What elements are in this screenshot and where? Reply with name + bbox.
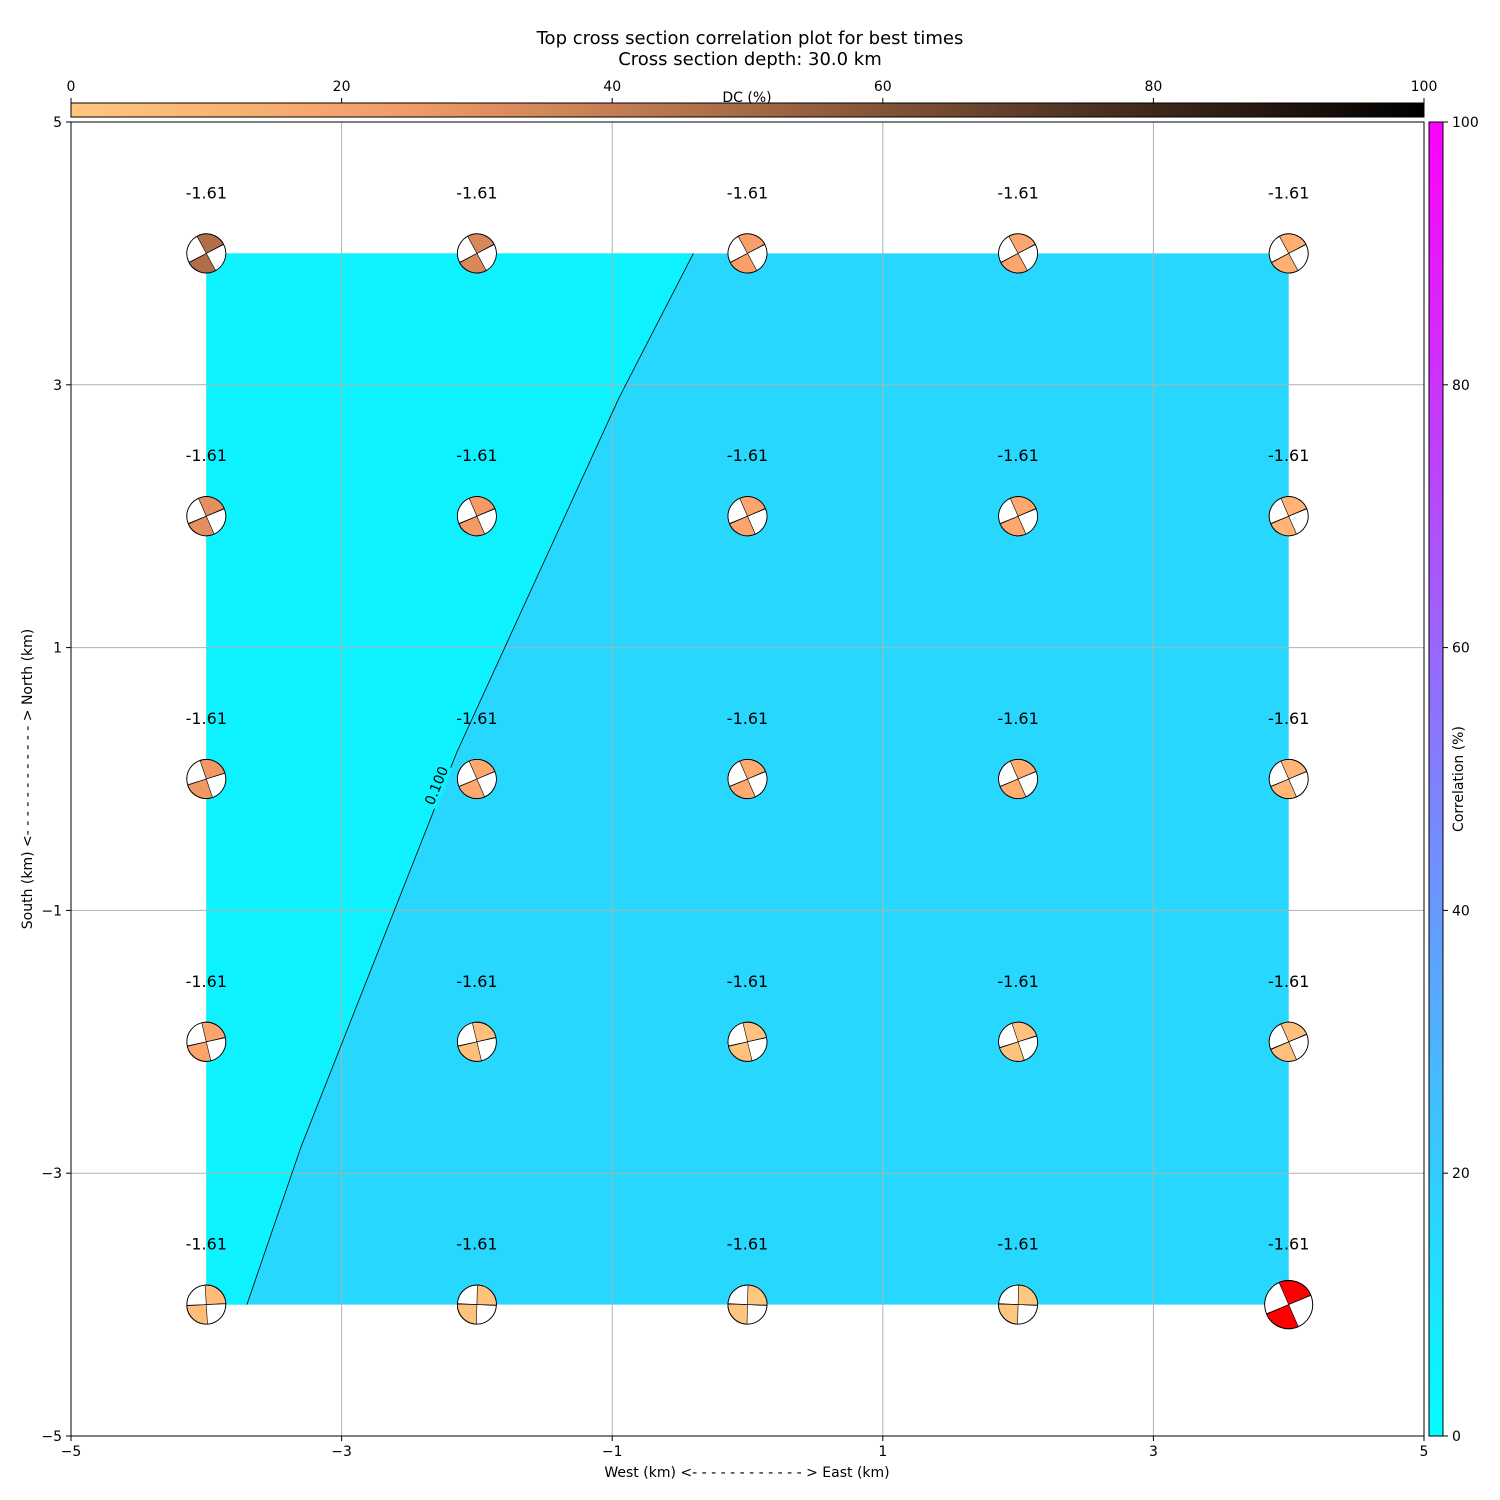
beachball-value: -1.61 bbox=[997, 709, 1038, 728]
beachball bbox=[456, 496, 497, 537]
correlation-colorbar bbox=[1428, 121, 1444, 1437]
dc-colorbar-label: DC (%) bbox=[722, 90, 771, 106]
x-axis-label: West (km) <- - - - - - - - - - - - > Eas… bbox=[604, 1465, 889, 1481]
y-tick-label: −5 bbox=[41, 1429, 62, 1445]
beachball bbox=[998, 758, 1038, 800]
beachball-value: -1.61 bbox=[997, 1235, 1038, 1254]
corr-tick-label: 100 bbox=[1452, 115, 1479, 131]
beachball-layer: -1.61 -1.61 -1.61 -1.61 -1.61 -1.61 -1.61 -1.61… bbox=[186, 183, 1314, 1330]
y-axis-label: South (km) <- - - - - - - - - - - - > No… bbox=[20, 629, 36, 929]
beachball-value: -1.61 bbox=[1268, 446, 1309, 465]
beachball-value: -1.61 bbox=[727, 1235, 768, 1254]
beachball-value: -1.61 bbox=[456, 1235, 497, 1254]
beachball-value: -1.61 bbox=[997, 446, 1038, 465]
beachball-value: -1.61 bbox=[456, 183, 497, 202]
beachball-value: -1.61 bbox=[727, 709, 768, 728]
beachball-value: -1.61 bbox=[186, 709, 227, 728]
beachball bbox=[186, 1284, 227, 1325]
beachball-value: -1.61 bbox=[997, 972, 1038, 991]
beachball bbox=[186, 1021, 227, 1062]
beachball bbox=[998, 1021, 1038, 1062]
beachball-value: -1.61 bbox=[727, 183, 768, 202]
beachball bbox=[1268, 233, 1309, 274]
corr-tick-label: 80 bbox=[1452, 378, 1470, 394]
beachball bbox=[186, 496, 227, 537]
beachball bbox=[186, 233, 227, 274]
grid-lines bbox=[71, 122, 1424, 1436]
beachball bbox=[1264, 1279, 1314, 1330]
beachball bbox=[1268, 758, 1309, 800]
correlation-colorbar-label: Correlation (%) bbox=[1451, 726, 1467, 832]
beachball bbox=[727, 496, 768, 537]
beachball-value: -1.61 bbox=[456, 972, 497, 991]
correlation-colorbar-ticks: 0 20 40 60 80 100 bbox=[1443, 115, 1479, 1445]
x-tick-label: −1 bbox=[602, 1444, 623, 1460]
x-axis-ticks: −5 −3 −1 1 3 5 bbox=[61, 1436, 1429, 1460]
beachball-value: -1.61 bbox=[1268, 1235, 1309, 1254]
y-tick-label: 1 bbox=[53, 641, 62, 657]
y-tick-label: 5 bbox=[53, 115, 62, 131]
x-tick-label: 3 bbox=[1149, 1444, 1158, 1460]
dc-colorbar bbox=[70, 102, 1425, 118]
beachball bbox=[1268, 1021, 1309, 1062]
beachball bbox=[998, 1284, 1039, 1325]
beachball-value: -1.61 bbox=[727, 972, 768, 991]
corr-tick-label: 0 bbox=[1452, 1429, 1461, 1445]
dc-tick-label: 20 bbox=[333, 79, 351, 95]
beachball-value: -1.61 bbox=[456, 446, 497, 465]
corr-tick-label: 40 bbox=[1452, 903, 1470, 919]
beachball bbox=[998, 496, 1038, 537]
beachball bbox=[727, 233, 768, 274]
beachball bbox=[456, 758, 497, 800]
beachball-value: -1.61 bbox=[727, 446, 768, 465]
beachball bbox=[998, 233, 1038, 274]
region-low bbox=[206, 253, 694, 1305]
dc-tick-label: 40 bbox=[603, 79, 621, 95]
x-tick-label: 1 bbox=[878, 1444, 887, 1460]
chart-subtitle: Cross section depth: 30.0 km bbox=[618, 49, 882, 70]
chart-title: Top cross section correlation plot for b… bbox=[536, 28, 964, 49]
beachball bbox=[1268, 496, 1309, 537]
beachball bbox=[456, 1284, 497, 1325]
beachball-value: -1.61 bbox=[186, 972, 227, 991]
beachball-value: -1.61 bbox=[1268, 183, 1309, 202]
y-tick-label: 3 bbox=[53, 378, 62, 394]
x-tick-label: −3 bbox=[331, 1444, 352, 1460]
y-tick-label: −1 bbox=[41, 903, 62, 919]
dc-tick-label: 80 bbox=[1144, 79, 1162, 95]
dc-tick-label: 60 bbox=[874, 79, 892, 95]
beachball-value: -1.61 bbox=[1268, 709, 1309, 728]
beachball-value: -1.61 bbox=[997, 183, 1038, 202]
beachball-value: -1.61 bbox=[456, 709, 497, 728]
beachball bbox=[456, 233, 497, 274]
correlation-field bbox=[206, 253, 1289, 1305]
beachball bbox=[727, 1284, 768, 1325]
y-axis-ticks: −5 −3 −1 1 3 5 bbox=[41, 115, 71, 1445]
y-tick-label: −3 bbox=[41, 1166, 62, 1182]
beachball-value: -1.61 bbox=[186, 1235, 227, 1254]
dc-tick-label: 0 bbox=[67, 79, 76, 95]
beachball bbox=[456, 1021, 497, 1062]
beachball-value: -1.61 bbox=[186, 446, 227, 465]
contour-label-bg bbox=[419, 761, 453, 810]
contour-line bbox=[246, 253, 694, 1305]
dc-tick-label: 100 bbox=[1411, 79, 1438, 95]
x-tick-label: 5 bbox=[1420, 1444, 1429, 1460]
corr-tick-label: 20 bbox=[1452, 1166, 1470, 1182]
beachball-value: -1.61 bbox=[186, 183, 227, 202]
beachball bbox=[186, 758, 227, 800]
x-tick-label: −5 bbox=[61, 1444, 82, 1460]
dc-colorbar-ticks: 0 20 40 60 80 100 bbox=[67, 79, 1438, 103]
beachball bbox=[727, 758, 768, 800]
corr-tick-label: 60 bbox=[1452, 641, 1470, 657]
beachball-value: -1.61 bbox=[1268, 972, 1309, 991]
plot-frame bbox=[70, 121, 1425, 1437]
beachball bbox=[727, 1021, 768, 1062]
